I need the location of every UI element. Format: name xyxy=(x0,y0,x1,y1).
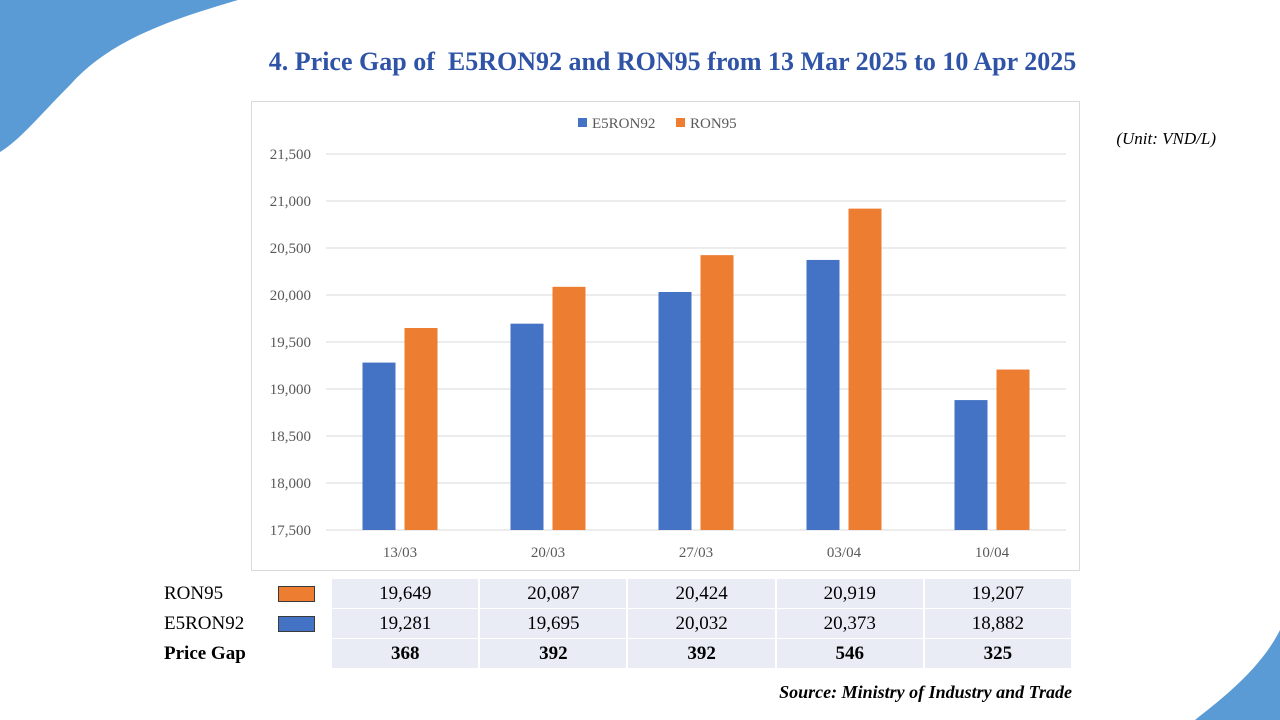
table-row-price-gap: Price Gap 368 392 392 546 325 xyxy=(162,638,1074,669)
table-cell: 325 xyxy=(923,638,1074,669)
legend-swatch-ron95 xyxy=(676,118,685,127)
table-cell: 20,032 xyxy=(627,608,777,639)
y-tick-label: 19,000 xyxy=(270,382,311,398)
table-cell: 20,919 xyxy=(775,579,925,609)
page-title: 4. Price Gap of E5RON92 and RON95 from 1… xyxy=(268,47,1077,76)
y-tick-label: 17,500 xyxy=(270,523,311,539)
bar-ron95-13-03 xyxy=(404,327,438,530)
table-cell: 19,695 xyxy=(479,608,629,639)
table-cell: 19,649 xyxy=(331,579,481,609)
y-tick-label: 18,000 xyxy=(270,476,311,492)
bar-ron95-20-03 xyxy=(552,286,586,530)
bar-e5ron92-27-03 xyxy=(658,291,692,530)
source-note: Source: Ministry of Industry and Trade xyxy=(779,682,1072,702)
data-table: RON95 19,649 20,087 20,424 20,919 19,207… xyxy=(162,579,1074,669)
row-label-ron95: RON95 xyxy=(164,582,224,604)
unit-label: (Unit: VND/L) xyxy=(1116,129,1216,148)
bar-e5ron92-13-03 xyxy=(362,362,396,530)
table-cell: 20,373 xyxy=(775,608,925,639)
top-left-wave xyxy=(0,0,238,152)
x-tick-label: 20/03 xyxy=(531,545,565,561)
bar-ron95-03-04 xyxy=(848,208,882,530)
bar-ron95-27-03 xyxy=(700,255,734,531)
bottom-right-wave xyxy=(1195,630,1280,720)
table-cell: 19,207 xyxy=(923,579,1074,609)
table-row-e5ron92: E5RON92 19,281 19,695 20,032 20,373 18,8… xyxy=(162,608,1074,639)
bar-chart: 17,500 18,000 18,500 19,000 19,500 20,000 20,5… xyxy=(270,116,1066,561)
table-cell: 18,882 xyxy=(923,608,1074,639)
y-tick-label: 21,000 xyxy=(270,194,311,210)
legend-label-ron95: RON95 xyxy=(690,116,737,132)
table-cell: 392 xyxy=(627,638,777,669)
y-tick-label: 20,500 xyxy=(270,241,311,257)
x-tick-label: 03/04 xyxy=(827,545,862,561)
row-label-price-gap: Price Gap xyxy=(164,642,246,664)
bar-e5ron92-20-03 xyxy=(510,323,544,530)
row-label-e5ron92: E5RON92 xyxy=(164,612,245,634)
table-cell: 20,087 xyxy=(479,579,629,609)
x-tick-label: 13/03 xyxy=(383,545,417,561)
e5ron92-swatch xyxy=(278,616,315,632)
x-tick-label: 27/03 xyxy=(679,545,713,561)
y-tick-label: 21,500 xyxy=(270,147,311,163)
x-tick-label: 10/04 xyxy=(975,545,1010,561)
table-row-ron95: RON95 19,649 20,087 20,424 20,919 19,207 xyxy=(162,579,1074,609)
ron95-swatch xyxy=(278,586,315,602)
table-cell: 392 xyxy=(479,638,629,669)
table-cell: 20,424 xyxy=(627,579,777,609)
y-tick-label: 18,500 xyxy=(270,429,311,445)
bar-e5ron92-10-04 xyxy=(954,400,988,530)
table-cell: 368 xyxy=(331,638,481,669)
legend-label-e5ron92: E5RON92 xyxy=(592,116,655,132)
bar-e5ron92-03-04 xyxy=(806,259,840,530)
y-tick-label: 19,500 xyxy=(270,335,311,351)
y-tick-label: 20,000 xyxy=(270,288,311,304)
bar-ron95-10-04 xyxy=(996,369,1030,530)
table-cell: 19,281 xyxy=(331,608,481,639)
table-cell: 546 xyxy=(775,638,925,669)
legend-swatch-e5ron92 xyxy=(578,118,587,127)
